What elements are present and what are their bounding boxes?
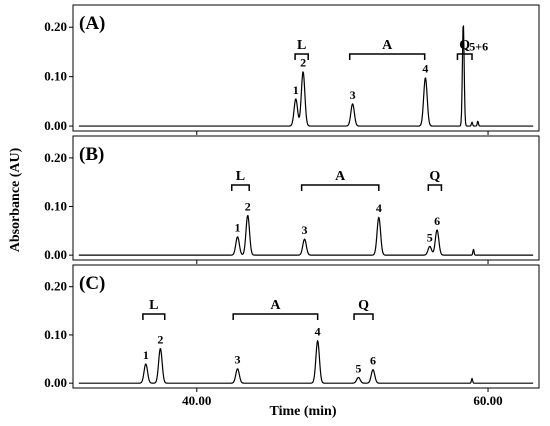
group-label: Q (429, 169, 440, 184)
group-label: A (270, 298, 281, 313)
peak-label: 2 (157, 332, 163, 346)
panel-label: (B) (79, 144, 104, 165)
panel-label: (C) (79, 273, 105, 294)
group-bracket (230, 184, 250, 191)
peak-label: 2 (245, 199, 251, 213)
group-label: A (382, 38, 393, 53)
x-tick-label: 40.00 (182, 393, 211, 408)
y-tick-label: 0.10 (44, 69, 67, 84)
group-bracket (232, 313, 319, 320)
panel-1: (A) 0.00 0.10 0.20 12 3 4 5+6 L A Q (44, 4, 540, 135)
group-bracket (142, 313, 166, 320)
peak-label: 4 (315, 325, 321, 339)
peak-label: 5+6 (469, 39, 488, 53)
plot-frame (72, 4, 540, 132)
group-label: Q (459, 38, 470, 53)
peak-label: 3 (235, 353, 241, 367)
group-label: L (149, 298, 158, 313)
peak-label: 2 (300, 56, 306, 70)
plot-frame (72, 264, 540, 389)
group-bracket (353, 313, 374, 320)
peak-label: 1 (143, 348, 149, 362)
y-tick-label: 0.10 (44, 199, 67, 214)
group-label: L (297, 38, 306, 53)
peak-label: 6 (434, 214, 440, 228)
chromatogram-trace (78, 340, 534, 384)
chromatogram-trace (78, 25, 534, 127)
peak-label: 6 (370, 354, 376, 368)
group-label: Q (358, 298, 369, 313)
group-bracket (300, 184, 380, 191)
y-tick-label: 0.20 (44, 19, 67, 34)
chromatogram-trace (78, 214, 534, 256)
group-bracket (348, 53, 426, 60)
group-label: L (236, 169, 245, 184)
group-label: A (335, 169, 346, 184)
panel-label: (A) (79, 13, 105, 34)
y-axis-title: Absorbance (AU) (8, 147, 23, 252)
peak-label: 1 (235, 221, 241, 235)
peak-label: 4 (376, 201, 382, 215)
x-axis-title: Time (min) (269, 404, 336, 419)
peak-label: 4 (422, 62, 428, 76)
y-tick-label: 0.10 (44, 327, 67, 342)
group-bracket (456, 53, 473, 60)
y-tick-label: 0.00 (44, 247, 67, 262)
x-tick-label: 60.00 (473, 393, 502, 408)
peak-label: 5 (427, 230, 433, 244)
y-tick-label: 0.00 (44, 375, 67, 390)
group-bracket (427, 184, 443, 191)
y-tick-label: 0.20 (44, 279, 67, 294)
peak-label: 1 (293, 83, 299, 97)
y-tick-label: 0.20 (44, 150, 67, 165)
y-tick-label: 0.00 (44, 118, 67, 133)
peak-label: 5 (355, 361, 361, 375)
group-bracket (294, 53, 309, 60)
peak-label: 3 (350, 88, 356, 102)
plot-frame (72, 135, 540, 261)
peak-label: 3 (302, 223, 308, 237)
